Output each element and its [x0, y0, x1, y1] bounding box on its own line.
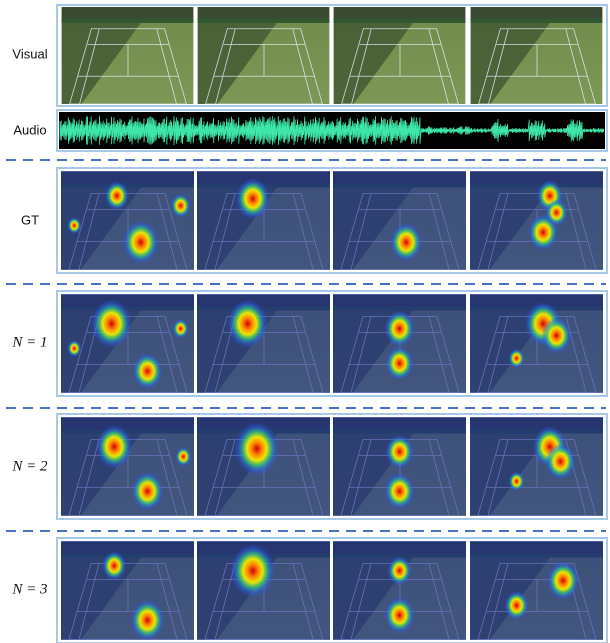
- heat-blob: [132, 353, 162, 389]
- figure: Visual Audio GT N = 1 N = 2 N = 3: [0, 0, 610, 643]
- heat-blob: [545, 199, 567, 225]
- heatmap-frame: [61, 294, 194, 393]
- heat-blob: [390, 223, 422, 261]
- heatmap-frame: [61, 171, 194, 270]
- row-label: N = 2: [11, 458, 48, 474]
- heat-blob: [236, 178, 270, 219]
- heat-blob: [509, 472, 525, 491]
- heat-blob: [509, 349, 525, 368]
- video-frame: [471, 7, 603, 104]
- heatmap-overlay: [61, 417, 194, 516]
- heat-blob: [541, 318, 571, 354]
- heat-blob: [102, 551, 126, 580]
- heatmap-frame: [333, 294, 466, 393]
- heat-blob: [385, 597, 415, 633]
- heatmap-frame: [333, 541, 466, 640]
- heat-blob: [388, 556, 412, 585]
- panels: [6, 5, 607, 643]
- heat-blob: [231, 544, 275, 597]
- heatmap-frame: [333, 171, 466, 270]
- heat-blob: [92, 300, 132, 348]
- heatmap-frame: [470, 294, 603, 393]
- row-label: N = 1: [11, 334, 47, 350]
- heatmap-frame: [61, 541, 194, 641]
- heat-blob: [385, 311, 415, 347]
- heat-blob: [545, 444, 575, 480]
- heat-blob: [505, 591, 529, 620]
- heatmap-frame: [61, 417, 194, 516]
- heatmap-frame: [197, 417, 330, 516]
- heatmap-frame: [333, 417, 466, 516]
- heat-blob: [67, 217, 81, 234]
- heatmap-overlay: [470, 417, 603, 516]
- heat-blob: [386, 435, 414, 469]
- heat-blob: [175, 447, 191, 466]
- row-label: Visual: [12, 46, 47, 61]
- heatmap-frame: [197, 171, 330, 270]
- heat-blob: [130, 600, 164, 641]
- heat-blob: [96, 425, 132, 468]
- heat-blob: [235, 422, 279, 475]
- row-label: N = 3: [11, 581, 47, 597]
- video-frame: [198, 7, 330, 104]
- heatmap-overlay: [470, 541, 603, 640]
- heat-blob: [228, 300, 268, 348]
- heatmap-overlay: [197, 294, 330, 393]
- row-labels: Visual Audio GT N = 1 N = 2 N = 3: [11, 46, 48, 597]
- heat-blob: [386, 347, 414, 381]
- heat-blob: [67, 340, 81, 357]
- heatmap-overlay: [61, 294, 194, 393]
- heat-blob: [123, 221, 159, 264]
- row-label: Audio: [13, 122, 46, 137]
- page: Visual Audio GT N = 1 N = 2 N = 3 (() =>…: [0, 0, 610, 643]
- video-frame: [62, 7, 194, 104]
- heat-blob: [105, 181, 129, 210]
- row-label: GT: [21, 212, 39, 227]
- video-frame: [334, 7, 466, 104]
- heatmap-frame: [197, 294, 330, 393]
- heatmap-frame: [470, 171, 603, 270]
- heat-blob: [385, 473, 415, 509]
- heatmap-overlay: [61, 541, 194, 640]
- heatmap-frame: [470, 417, 603, 516]
- heat-blob: [173, 319, 189, 338]
- heat-blob: [171, 194, 191, 218]
- heatmap-frame: [470, 541, 603, 640]
- heatmap-frame: [197, 541, 330, 640]
- heat-blob: [547, 561, 579, 599]
- heat-blob: [131, 472, 163, 510]
